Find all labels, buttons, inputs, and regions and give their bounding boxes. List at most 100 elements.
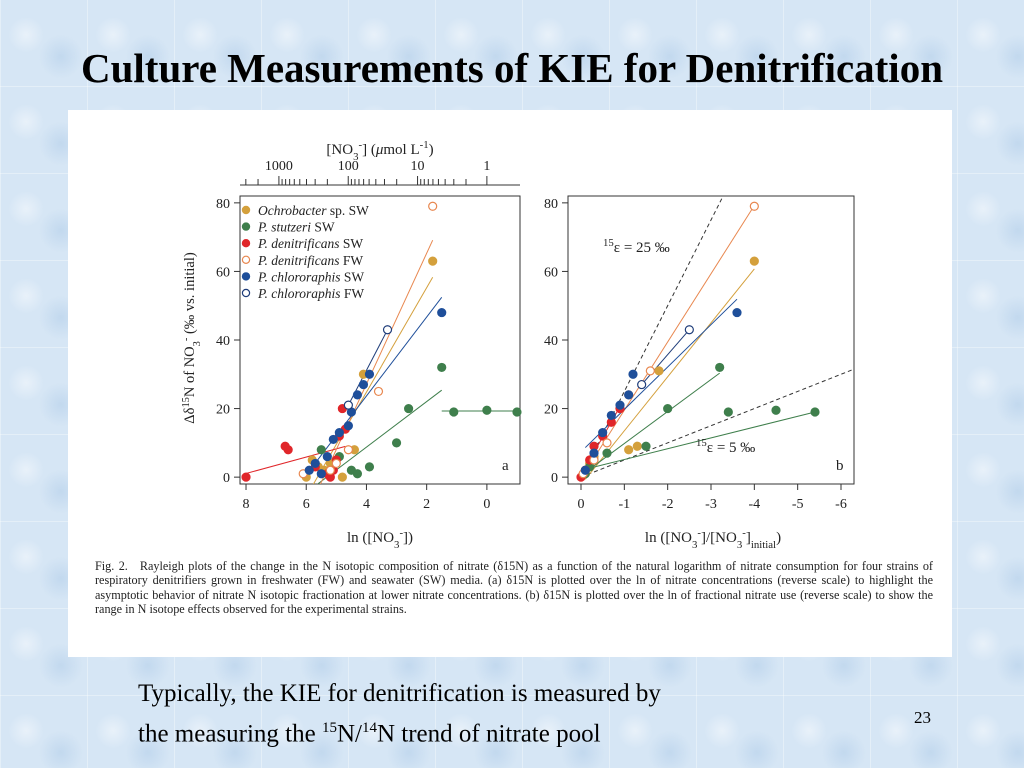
legend-marker <box>241 255 251 264</box>
panel-a-data-point <box>449 407 459 417</box>
panel-b-regression-line <box>641 329 690 385</box>
panel-a-y-tick-label: 20 <box>216 403 230 418</box>
panel-b-reference-line <box>580 368 854 478</box>
panel-b-x-tick-label: -3 <box>705 497 717 512</box>
bottom-text-line2: the measuring the 15N/14N trend of nitra… <box>138 711 878 751</box>
legend-label: P. chlororaphis SW <box>257 269 364 284</box>
panel-a-data-point <box>382 325 393 335</box>
panel-b-data-point <box>624 390 634 400</box>
panel-b-regression-line <box>580 411 816 471</box>
bottom-text-post: N trend of nitrate pool <box>376 720 601 748</box>
bottom-text: Typically, the KIE for denitrification i… <box>138 676 878 751</box>
figure-caption: Fig. 2. Rayleigh plots of the change in t… <box>95 559 933 616</box>
panel-b-data-point <box>589 448 599 458</box>
panel-b-data-point <box>749 201 759 211</box>
slide-title: Culture Measurements of KIE for Denitrif… <box>80 45 944 91</box>
panel-a-top-tick-label: 1 <box>483 159 490 174</box>
panel-a-data-point <box>428 201 438 211</box>
panel-a-data-point <box>343 421 353 431</box>
sup-15: 15 <box>321 720 337 736</box>
panel-a-top-tick-label: 100 <box>338 159 359 174</box>
panel-b-x-axis-title: ln ([NO3-]/[NO3-]initial) <box>645 527 781 550</box>
panel-a-y-tick-label: 80 <box>216 197 230 212</box>
panel-a-x-tick-label: 4 <box>363 497 370 512</box>
caption-lead: Fig. 2. <box>95 559 128 573</box>
panel-b-data-point <box>641 441 651 451</box>
panel-a-y-tick-label: 60 <box>216 265 230 280</box>
legend-label: P. stutzeri SW <box>257 220 335 235</box>
panel-a-regression-line <box>308 297 443 472</box>
panel-b-x-tick-label: -4 <box>748 497 760 512</box>
panel-a-regression-line <box>245 445 346 474</box>
panel-a-data-point <box>373 386 384 397</box>
panel-a-data-point <box>364 462 375 472</box>
panel-a-data-point <box>482 405 492 415</box>
panel-a-panel-label: a <box>502 458 509 474</box>
panel-b-panel-label: b <box>836 458 844 474</box>
panel-b-data-point <box>602 438 612 448</box>
panel-a-data-point <box>428 256 438 266</box>
panel-b-data-point <box>645 366 655 376</box>
panel-b-data-point <box>654 366 664 376</box>
panel-b-data-point <box>615 400 625 410</box>
panel-b-y-tick-label: 40 <box>544 334 558 349</box>
panel-a-y-tick-label: 0 <box>223 471 230 486</box>
panel-b-regression-line <box>580 372 720 476</box>
panel-b-reference-label: 15ε = 25 ‰ <box>603 237 670 256</box>
panel-a-data-point <box>343 400 353 410</box>
panel-a-data-point <box>437 362 447 373</box>
legend-marker <box>241 222 251 231</box>
panel-a-data-point <box>391 438 402 448</box>
panel-a-y-axis-title: Δδ15N of NO3- (‰ vs. initial) <box>181 252 203 424</box>
panel-a-data-point <box>316 469 326 479</box>
panel-a-data-point <box>364 369 375 379</box>
panel-b-data-point <box>624 445 634 455</box>
panel-a-data-point <box>283 445 293 455</box>
legend-marker <box>241 272 251 281</box>
panel-a-data-point <box>331 458 341 469</box>
panel-b-data-point <box>684 325 694 335</box>
panel-b-data-point <box>749 256 759 266</box>
panel-b-y-tick-label: 80 <box>544 197 558 212</box>
panel-b-x-tick-label: 0 <box>578 497 585 512</box>
panel-a-data-point <box>512 407 522 417</box>
panel-a-data-point <box>325 465 335 475</box>
panel-a-data-point <box>334 427 344 438</box>
panel-a-top-tick-label: 1000 <box>265 159 293 174</box>
panel-b-data-point <box>771 405 781 415</box>
legend-marker <box>241 205 251 215</box>
legend-label: P. denitrificans FW <box>257 253 363 268</box>
panel-b-data-point <box>723 407 733 417</box>
panel-b-y-tick-label: 20 <box>544 403 558 418</box>
panel-b-regression-line <box>582 205 755 476</box>
panel-b-x-tick-label: -6 <box>835 497 847 512</box>
panel-b-data-point <box>580 465 590 475</box>
panel-b-data-point <box>632 441 642 451</box>
panel-a-data-point <box>337 472 347 482</box>
panel-a-data-point <box>352 469 363 479</box>
panel-a-data-point <box>437 307 447 318</box>
panel-a-data-point <box>328 434 338 445</box>
bottom-text-line1: Typically, the KIE for denitrification i… <box>138 680 661 707</box>
panel-a-top-axis-title: [NO3-] (μmol L-1) <box>326 139 433 163</box>
panel-a-top-tick-label: 10 <box>411 159 425 174</box>
panel-b-reference-label: 15ε = 5 ‰ <box>696 437 755 456</box>
legend-label: P. chlororaphis FW <box>257 286 364 301</box>
panel-b-data-point <box>732 307 742 318</box>
panel-b-y-tick-label: 60 <box>544 265 558 280</box>
panel-b-data-point <box>602 448 612 458</box>
panel-a-data-point <box>241 472 251 482</box>
panel-b-reference-line <box>580 196 724 478</box>
panel-a-y-tick-label: 40 <box>216 334 230 349</box>
panel-a-data-point <box>322 451 332 462</box>
bottom-text-pre: the measuring the <box>138 720 322 748</box>
panel-a-data-point <box>304 465 314 475</box>
panel-a-data-point <box>404 403 414 414</box>
page-number: 23 <box>914 708 931 727</box>
caption-body: Rayleigh plots of the change in the N is… <box>95 559 933 616</box>
panel-b-data-point <box>598 427 608 438</box>
panel-a-data-point <box>343 445 353 455</box>
panel-b-data-point <box>663 403 673 414</box>
panel-b-regression-line <box>584 268 755 480</box>
legend-label: Ochrobacter sp. SW <box>258 203 369 218</box>
